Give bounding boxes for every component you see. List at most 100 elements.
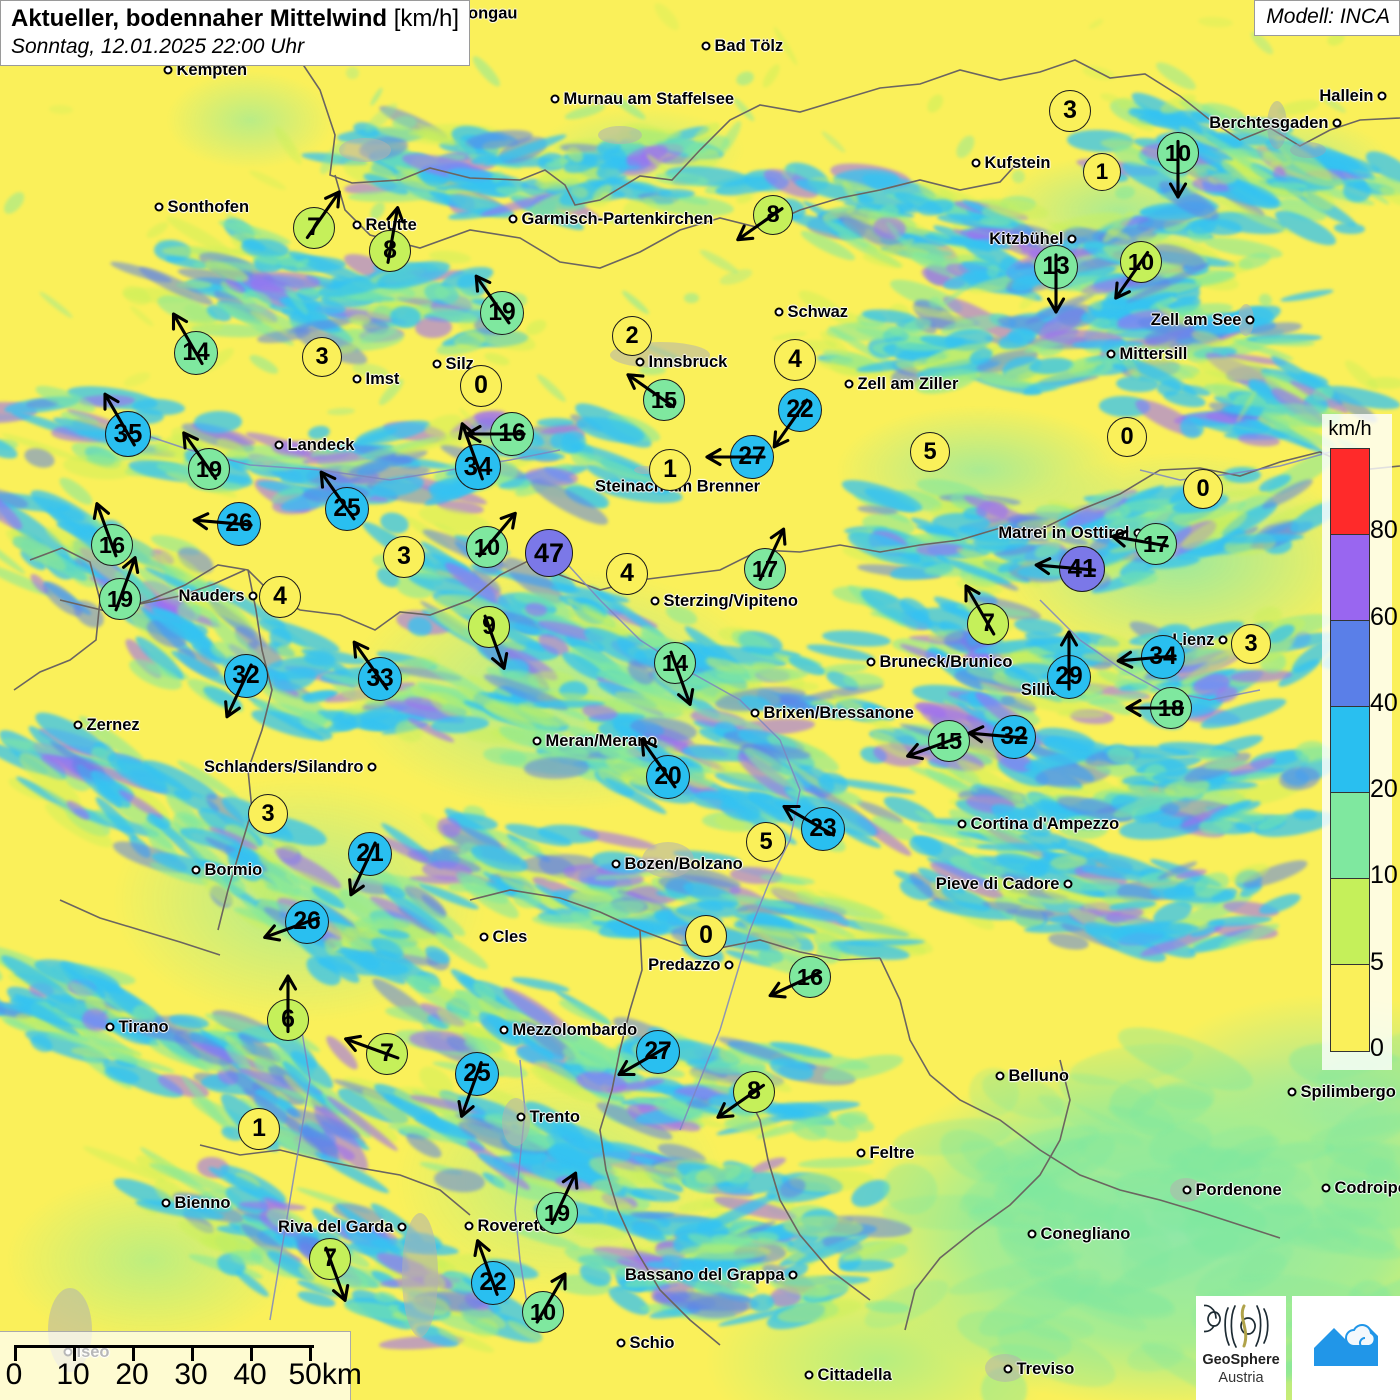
wind-marker[interactable]: 21	[348, 832, 392, 897]
wind-marker[interactable]: 1	[238, 1108, 280, 1150]
wind-marker[interactable]: 0	[1183, 469, 1223, 509]
wind-marker[interactable]: 7	[309, 1238, 351, 1302]
wind-marker[interactable]: 6	[267, 974, 309, 1041]
wind-marker[interactable]: 4	[259, 576, 301, 618]
wind-speed-bubble[interactable]: 5	[746, 822, 786, 862]
wind-marker[interactable]: 19	[536, 1171, 579, 1234]
wind-marker[interactable]: 10	[1114, 241, 1162, 300]
wind-marker[interactable]: 8	[369, 206, 411, 272]
wind-speed-bubble[interactable]: 3	[1231, 624, 1271, 664]
city-label: Lienz	[1172, 630, 1215, 649]
wind-marker[interactable]: 0	[460, 365, 502, 407]
wind-speed-bubble[interactable]: 8	[733, 1071, 775, 1113]
wind-speed-bubble[interactable]: 4	[259, 576, 301, 618]
wind-marker[interactable]: 16	[91, 502, 133, 566]
wind-marker[interactable]: 16	[465, 412, 534, 456]
wind-marker[interactable]: 23	[782, 804, 845, 851]
wind-marker[interactable]: 4	[606, 553, 648, 595]
wind-marker[interactable]: 3	[302, 337, 342, 377]
wind-marker[interactable]: 2	[612, 316, 652, 356]
wind-marker[interactable]: 34	[455, 422, 501, 490]
wind-marker[interactable]: 32	[224, 654, 268, 719]
wind-speed-bubble[interactable]: 19	[480, 291, 524, 335]
wind-marker[interactable]: 27	[617, 1030, 680, 1077]
wind-marker[interactable]: 15	[626, 373, 685, 421]
wind-speed-bubble[interactable]: 14	[654, 642, 696, 684]
wind-speed-bubble[interactable]: 4	[774, 339, 816, 381]
wind-speed-bubble[interactable]: 0	[1107, 417, 1147, 457]
wind-speed-bubble[interactable]: 1	[238, 1108, 280, 1150]
wind-speed-bubble[interactable]: 10	[522, 1291, 564, 1333]
wind-marker[interactable]: 3	[248, 794, 288, 834]
wind-marker[interactable]: 0	[685, 915, 727, 957]
wind-marker[interactable]: 22	[471, 1239, 515, 1305]
wind-speed-bubble[interactable]: 2	[612, 316, 652, 356]
wind-marker[interactable]: 19	[474, 274, 524, 335]
wind-speed-bubble[interactable]: 25	[455, 1052, 499, 1096]
wind-marker[interactable]: 5	[910, 432, 950, 472]
wind-marker[interactable]: 32	[967, 715, 1036, 759]
wind-marker[interactable]: 10	[466, 511, 517, 568]
wind-marker[interactable]: 33	[352, 640, 402, 701]
wind-marker[interactable]: 26	[192, 502, 261, 546]
wind-marker[interactable]: 22	[772, 388, 822, 449]
wind-marker[interactable]: 17	[744, 527, 787, 590]
wind-marker[interactable]: 4	[774, 339, 816, 381]
wind-speed-bubble[interactable]: 4	[606, 553, 648, 595]
wind-marker[interactable]: 1	[1083, 153, 1121, 191]
wind-speed-bubble[interactable]: 3	[302, 337, 342, 377]
wind-speed-bubble[interactable]: 8	[753, 195, 793, 235]
wind-speed-bubble[interactable]: 15	[928, 720, 970, 762]
wind-marker[interactable]: 34	[1116, 635, 1185, 679]
wind-speed-bubble[interactable]: 0	[685, 915, 727, 957]
wind-marker[interactable]: 14	[171, 312, 218, 375]
wind-marker[interactable]: 3	[383, 536, 425, 578]
city-label: Rovereto	[477, 1216, 550, 1235]
wind-marker[interactable]: 5	[746, 822, 786, 862]
wind-speed-bubble[interactable]: 3	[248, 794, 288, 834]
wind-marker[interactable]: 13	[1034, 245, 1078, 314]
wind-speed-bubble[interactable]: 1	[649, 449, 691, 491]
wind-marker[interactable]: 20	[640, 738, 690, 799]
wind-speed-bubble[interactable]: 1	[1083, 153, 1121, 191]
wind-marker[interactable]: 10	[1157, 132, 1199, 199]
wind-speed-bubble[interactable]: 22	[778, 388, 822, 432]
wind-marker[interactable]: 27	[705, 435, 774, 479]
wind-marker[interactable]: 1	[649, 449, 691, 491]
wind-marker[interactable]: 3	[1231, 624, 1271, 664]
wind-marker[interactable]: 7	[293, 190, 341, 249]
wind-marker[interactable]: 14	[654, 642, 696, 706]
wind-speed-bubble[interactable]: 3	[1049, 90, 1091, 132]
wind-marker[interactable]: 9	[468, 606, 510, 670]
wind-marker[interactable]: 25	[319, 470, 369, 531]
wind-speed-bubble[interactable]: 19	[536, 1192, 578, 1234]
wind-speed-bubble[interactable]: 0	[1183, 469, 1223, 509]
wind-speed-bubble[interactable]: 35	[105, 411, 151, 457]
wind-marker[interactable]: 47	[525, 529, 573, 577]
wind-marker[interactable]: 0	[1107, 417, 1147, 457]
wind-marker[interactable]: 8	[716, 1071, 775, 1119]
wind-speed-bubble[interactable]: 5	[910, 432, 950, 472]
wind-speed-bubble[interactable]: 47	[525, 529, 573, 577]
wind-marker[interactable]: 26	[263, 900, 329, 944]
wind-marker[interactable]: 41	[1034, 546, 1105, 592]
wind-marker[interactable]: 10	[522, 1272, 567, 1333]
wind-marker[interactable]: 19	[99, 556, 141, 620]
wind-marker[interactable]: 7	[344, 1033, 408, 1075]
wind-marker[interactable]: 35	[103, 392, 151, 457]
wind-speed-bubble[interactable]: 0	[460, 365, 502, 407]
scale-label: 50km	[288, 1358, 362, 1391]
wind-marker[interactable]: 8	[736, 195, 793, 242]
wind-marker[interactable]: 18	[1125, 687, 1192, 729]
wind-marker[interactable]: 25	[455, 1052, 499, 1118]
wind-speed-bubble[interactable]: 21	[348, 832, 392, 876]
wind-marker[interactable]: 19	[182, 431, 230, 490]
wind-marker[interactable]: 29	[1047, 630, 1091, 699]
wind-marker[interactable]: 17	[1111, 523, 1177, 565]
wind-marker[interactable]: 15	[906, 720, 970, 762]
wind-marker[interactable]: 7	[964, 584, 1009, 645]
wind-speed-bubble[interactable]: 3	[383, 536, 425, 578]
wind-marker[interactable]: 16	[768, 956, 831, 999]
wind-marker[interactable]: 3	[1049, 90, 1091, 132]
